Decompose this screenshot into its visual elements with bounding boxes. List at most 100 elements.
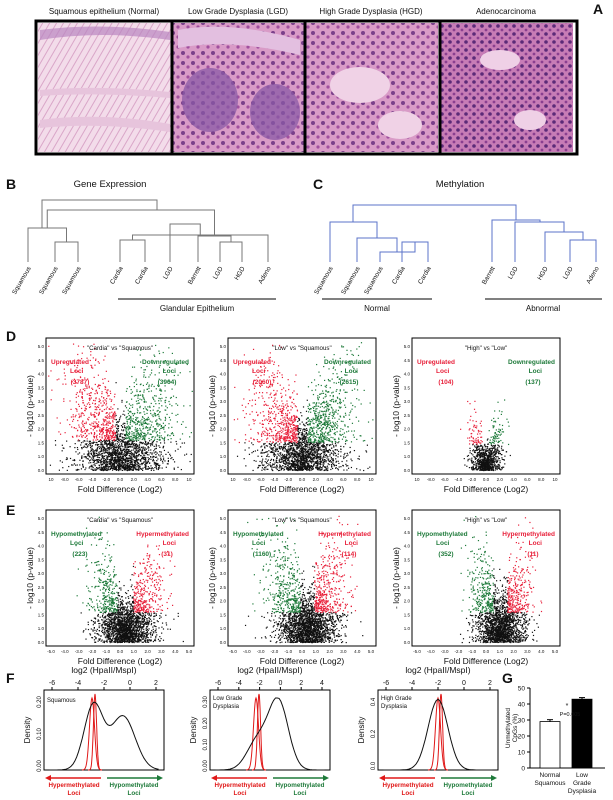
volcano-point bbox=[281, 447, 283, 449]
volcano-point bbox=[88, 454, 90, 456]
volcano-point bbox=[345, 374, 347, 376]
volcano-point bbox=[280, 410, 282, 412]
volcano-point bbox=[273, 426, 275, 429]
volcano-point bbox=[92, 429, 94, 431]
volcano-point bbox=[81, 393, 84, 395]
volcano-point bbox=[133, 455, 135, 457]
volcano-point bbox=[273, 445, 276, 447]
volcano-point bbox=[275, 423, 277, 425]
volcano-point bbox=[137, 433, 139, 435]
volcano-point bbox=[105, 408, 107, 410]
volcano-point bbox=[329, 449, 332, 452]
volcano-point bbox=[137, 397, 139, 399]
volcano-point bbox=[133, 443, 136, 445]
volcano-point bbox=[73, 463, 76, 465]
volcano-point bbox=[336, 423, 338, 425]
volcano-point bbox=[127, 451, 129, 453]
volcano-point bbox=[110, 467, 113, 469]
volcano-point bbox=[291, 447, 293, 449]
volcano-point bbox=[76, 392, 78, 394]
volcano-point bbox=[114, 467, 116, 469]
volcano-point bbox=[294, 465, 296, 467]
volcano-point bbox=[296, 452, 299, 454]
volcano-point bbox=[309, 439, 311, 441]
volcano-point bbox=[321, 467, 323, 469]
volcano-point bbox=[132, 455, 135, 458]
volcano-point bbox=[292, 449, 295, 452]
volcano-point bbox=[111, 454, 113, 456]
volcano-point bbox=[122, 462, 124, 464]
volcano-point bbox=[336, 396, 339, 398]
volcano-point bbox=[118, 459, 120, 461]
volcano-point bbox=[136, 449, 138, 451]
volcano-point bbox=[324, 450, 326, 452]
volcano-point bbox=[337, 402, 339, 405]
volcano-point bbox=[94, 459, 96, 461]
volcano-point bbox=[319, 434, 322, 436]
volcano-point bbox=[301, 466, 303, 468]
volcano-point bbox=[281, 453, 284, 455]
volcano-point bbox=[280, 457, 282, 459]
volcano-point bbox=[108, 408, 111, 410]
volcano-point bbox=[74, 446, 76, 449]
volcano-point bbox=[128, 432, 130, 435]
volcano-point bbox=[297, 431, 300, 433]
volcano-point bbox=[130, 465, 132, 468]
volcano-point bbox=[322, 432, 324, 434]
volcano-point bbox=[273, 406, 275, 408]
volcano-point bbox=[145, 419, 147, 421]
volcano-point bbox=[112, 451, 114, 453]
volcano-point bbox=[137, 447, 139, 450]
volcano-point bbox=[139, 441, 141, 443]
volcano-point bbox=[86, 387, 88, 389]
volcano-point bbox=[136, 445, 138, 447]
volcano-point bbox=[126, 416, 128, 418]
volcano-point bbox=[316, 456, 318, 458]
volcano-point bbox=[100, 461, 102, 463]
volcano-point bbox=[332, 398, 334, 400]
volcano-point bbox=[106, 469, 108, 471]
volcano-point bbox=[313, 451, 315, 453]
volcano-point bbox=[307, 446, 309, 449]
volcano-point bbox=[99, 408, 101, 410]
volcano-point bbox=[130, 404, 132, 407]
volcano-point bbox=[135, 452, 138, 455]
volcano-point bbox=[79, 415, 81, 417]
volcano-point bbox=[260, 365, 262, 368]
volcano-point bbox=[110, 463, 112, 465]
volcano-point bbox=[327, 443, 329, 446]
volcano-point bbox=[299, 455, 301, 457]
volcano-point bbox=[156, 468, 158, 470]
volcano-point bbox=[347, 426, 349, 428]
volcano-point bbox=[151, 444, 154, 446]
volcano-point bbox=[144, 449, 146, 451]
volcano-point bbox=[154, 464, 157, 466]
volcano-point bbox=[107, 424, 109, 426]
volcano-point bbox=[290, 469, 292, 471]
volcano-point bbox=[141, 451, 143, 453]
volcano-point bbox=[91, 445, 93, 447]
volcano-point bbox=[109, 453, 111, 456]
volcano-point bbox=[70, 362, 73, 364]
volcano-point bbox=[49, 464, 52, 466]
volcano-point bbox=[95, 397, 97, 399]
volcano-point bbox=[331, 414, 333, 417]
volcano-point bbox=[127, 429, 129, 431]
volcano-point bbox=[80, 447, 83, 449]
volcano-point bbox=[160, 419, 162, 421]
volcano-point bbox=[155, 443, 157, 445]
volcano-point bbox=[316, 451, 318, 453]
volcano-point bbox=[270, 419, 272, 421]
volcano-point bbox=[294, 453, 297, 456]
volcano-point bbox=[166, 435, 169, 437]
volcano-point bbox=[129, 455, 131, 457]
volcano-point bbox=[114, 426, 116, 428]
volcano-point bbox=[90, 449, 93, 452]
volcano-point bbox=[169, 366, 171, 369]
volcano-point bbox=[148, 462, 151, 464]
volcano-point bbox=[133, 468, 135, 470]
volcano-point bbox=[131, 375, 133, 378]
volcano-point bbox=[317, 453, 319, 456]
volcano-point bbox=[266, 462, 268, 465]
volcano-point bbox=[144, 463, 146, 465]
